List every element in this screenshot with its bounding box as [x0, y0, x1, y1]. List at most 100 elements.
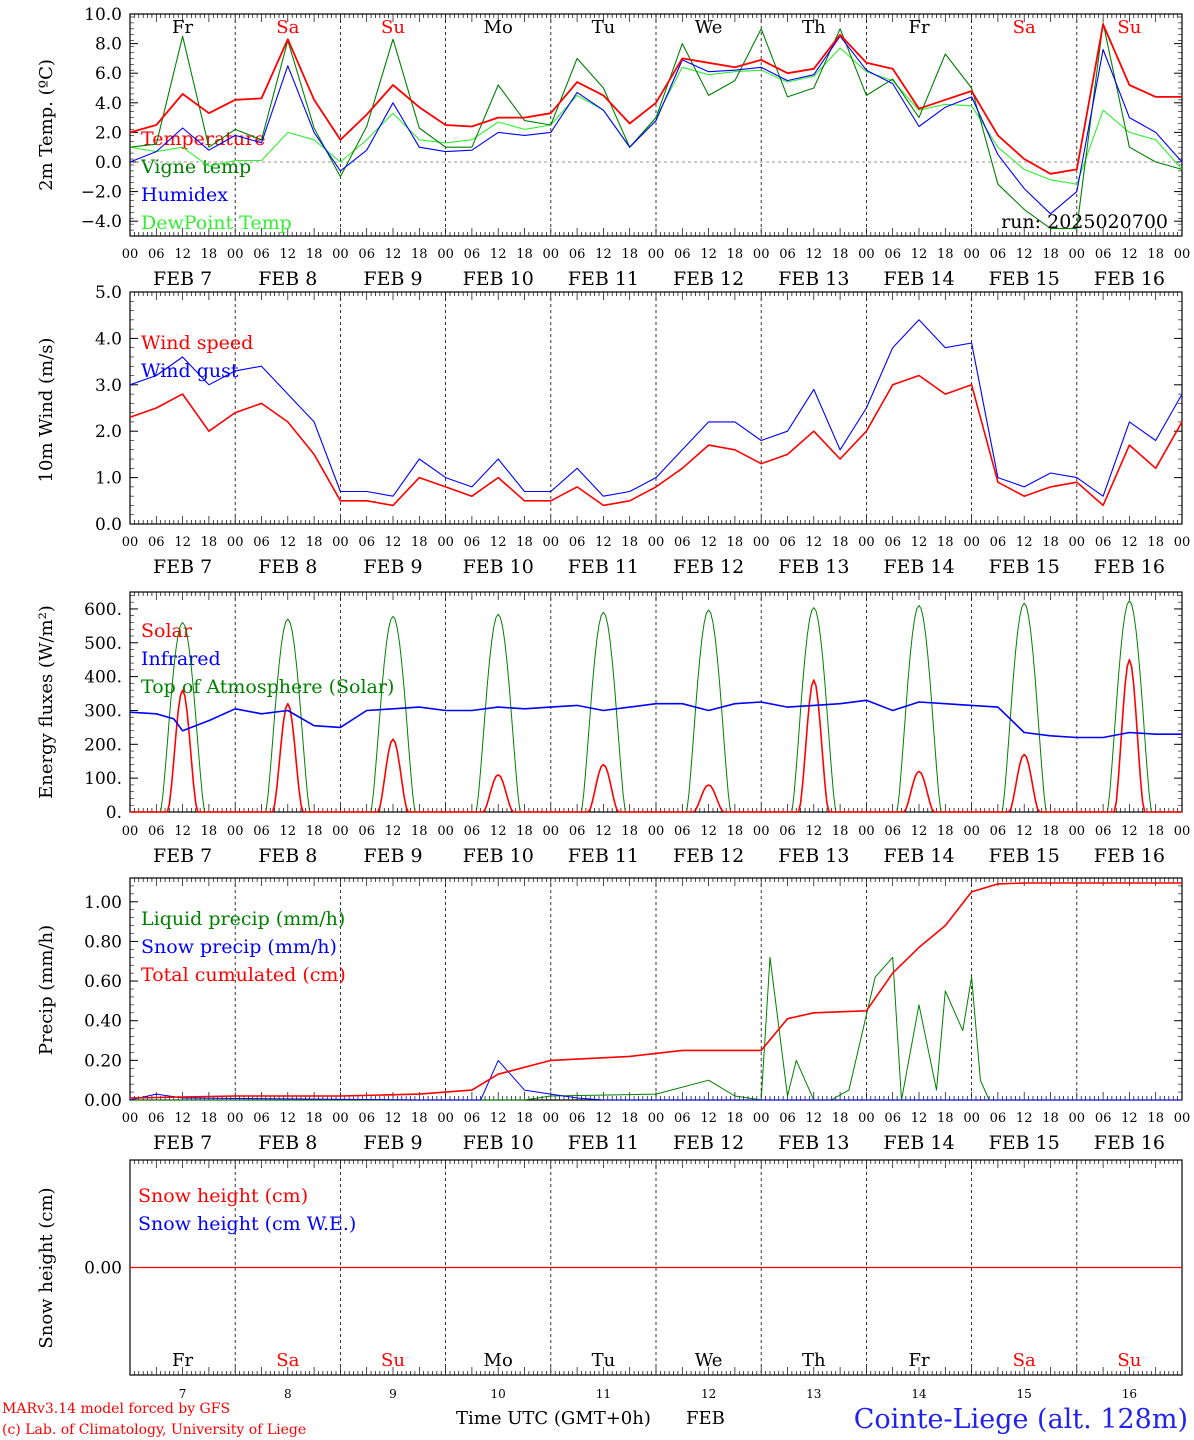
y-tick-label: 3.0: [95, 376, 122, 396]
hour-tick-label: 18: [201, 824, 218, 839]
hour-tick-label: 06: [358, 247, 375, 262]
hour-tick-label: 06: [1095, 535, 1112, 550]
weekday-label: Fr: [172, 17, 193, 38]
hour-tick-label: 00: [437, 247, 454, 262]
hour-tick-label: 12: [490, 824, 507, 839]
weekday-label: Tu: [592, 17, 616, 38]
hour-tick-label: 00: [227, 247, 244, 262]
date-label: FEB 12: [673, 1132, 744, 1154]
hour-tick-label: 00: [227, 824, 244, 839]
hour-tick-label: 00: [1174, 1111, 1191, 1126]
day-number-label: 12: [701, 1387, 716, 1401]
hour-tick-label: 12: [911, 1111, 928, 1126]
hour-tick-label: 12: [911, 535, 928, 550]
hour-tick-label: 06: [884, 535, 901, 550]
hour-tick-label: 12: [806, 824, 823, 839]
weekday-label: Su: [381, 17, 405, 38]
series-line-infrared: [129, 699, 1182, 739]
legend-entry: Humidex: [141, 184, 228, 206]
hour-tick-label: 00: [858, 535, 875, 550]
y-tick-label: 0.0: [95, 515, 122, 535]
hour-tick-label: 12: [385, 824, 402, 839]
hour-tick-label: 18: [1042, 1111, 1059, 1126]
hour-tick-label: 00: [858, 824, 875, 839]
date-label: FEB 10: [463, 1132, 534, 1154]
hour-tick-label: 06: [1095, 1111, 1112, 1126]
hour-tick-label: 06: [253, 824, 270, 839]
hour-tick-label: 00: [753, 824, 770, 839]
hour-tick-label: 00: [858, 247, 875, 262]
date-label: FEB 12: [673, 268, 744, 290]
weekday-label: Fr: [908, 17, 929, 38]
station-name: Cointe-Liege (alt. 128m): [854, 1404, 1188, 1435]
y-tick-label: 0.00: [84, 1259, 122, 1279]
hour-tick-label: 18: [1042, 247, 1059, 262]
hour-tick-label: 00: [753, 535, 770, 550]
date-label: FEB 12: [673, 556, 744, 578]
hour-tick-label: 06: [569, 824, 586, 839]
day-number-label: 15: [1017, 1387, 1032, 1401]
date-label: FEB 7: [153, 556, 212, 578]
hour-tick-label: 18: [832, 247, 849, 262]
hour-tick-label: 06: [884, 247, 901, 262]
weekday-label: Fr: [908, 1350, 929, 1371]
hour-tick-label: 00: [437, 1111, 454, 1126]
weekday-label: We: [695, 1350, 723, 1371]
hour-tick-label: 00: [648, 1111, 665, 1126]
weekday-label: Sa: [276, 1350, 299, 1371]
hour-tick-label: 00: [332, 824, 349, 839]
hour-tick-label: 18: [516, 247, 533, 262]
date-label: FEB 12: [673, 845, 744, 867]
y-tick-label: 4.0: [95, 329, 122, 349]
hour-tick-label: 12: [1016, 535, 1033, 550]
date-label: FEB 13: [778, 1132, 849, 1154]
date-label: FEB 15: [989, 268, 1060, 290]
hour-tick-label: 18: [727, 535, 744, 550]
hour-tick-label: 12: [1121, 247, 1138, 262]
y-tick-label: 100.: [84, 769, 122, 789]
date-label: FEB 10: [463, 845, 534, 867]
hour-tick-label: 00: [227, 1111, 244, 1126]
y-tick-label: 1.0: [95, 469, 122, 489]
y-tick-label: 8.0: [95, 35, 122, 55]
hour-tick-label: 06: [464, 1111, 481, 1126]
hour-tick-label: 18: [306, 535, 323, 550]
y-tick-label: 0.0: [95, 153, 122, 173]
legend-entry: Liquid precip (mm/h): [141, 908, 345, 930]
hour-tick-label: 06: [148, 824, 165, 839]
hour-tick-label: 06: [990, 247, 1007, 262]
date-label: FEB 9: [363, 845, 422, 867]
hour-tick-label: 00: [1069, 824, 1086, 839]
hour-tick-label: 00: [122, 535, 139, 550]
precip-panel: 1.00 0.80 0.60 0.40 0.20 0.00 Precip (mm/h) 00 0…: [36, 877, 1191, 1154]
weekday-label: Tu: [592, 1350, 616, 1371]
hour-tick-label: 06: [253, 247, 270, 262]
y-axis-label: Energy fluxes (W/m²): [36, 605, 57, 799]
y-tick-label: 200.: [84, 735, 122, 755]
day-number-label: 14: [911, 1387, 927, 1401]
y-tick-label: 0.80: [84, 932, 122, 952]
hour-tick-label: 06: [148, 1111, 165, 1126]
legend-entry: Top of Atmosphere (Solar): [141, 676, 394, 698]
hour-tick-label: 00: [1069, 535, 1086, 550]
hour-tick-label: 18: [516, 535, 533, 550]
hour-tick-label: 18: [411, 1111, 428, 1126]
hour-tick-label: 18: [516, 1111, 533, 1126]
hour-tick-label: 12: [595, 535, 612, 550]
hour-tick-label: 18: [937, 247, 954, 262]
hour-tick-label: 06: [674, 247, 691, 262]
hour-tick-label: 06: [990, 824, 1007, 839]
date-label: FEB 11: [568, 556, 639, 578]
hour-tick-label: 12: [174, 824, 191, 839]
hour-tick-label: 18: [1147, 535, 1164, 550]
y-tick-label: 300.: [84, 701, 122, 721]
hour-tick-label: 00: [1069, 247, 1086, 262]
series-line-0: [129, 374, 1183, 507]
y-tick-label: 0.20: [84, 1051, 122, 1071]
weekday-label: Su: [1117, 17, 1141, 38]
date-label: FEB 13: [778, 845, 849, 867]
date-label: FEB 16: [1094, 845, 1165, 867]
weekday-label: Su: [1117, 1350, 1141, 1371]
date-label: FEB 9: [363, 556, 422, 578]
y-tick-label: 4.0: [95, 94, 122, 114]
